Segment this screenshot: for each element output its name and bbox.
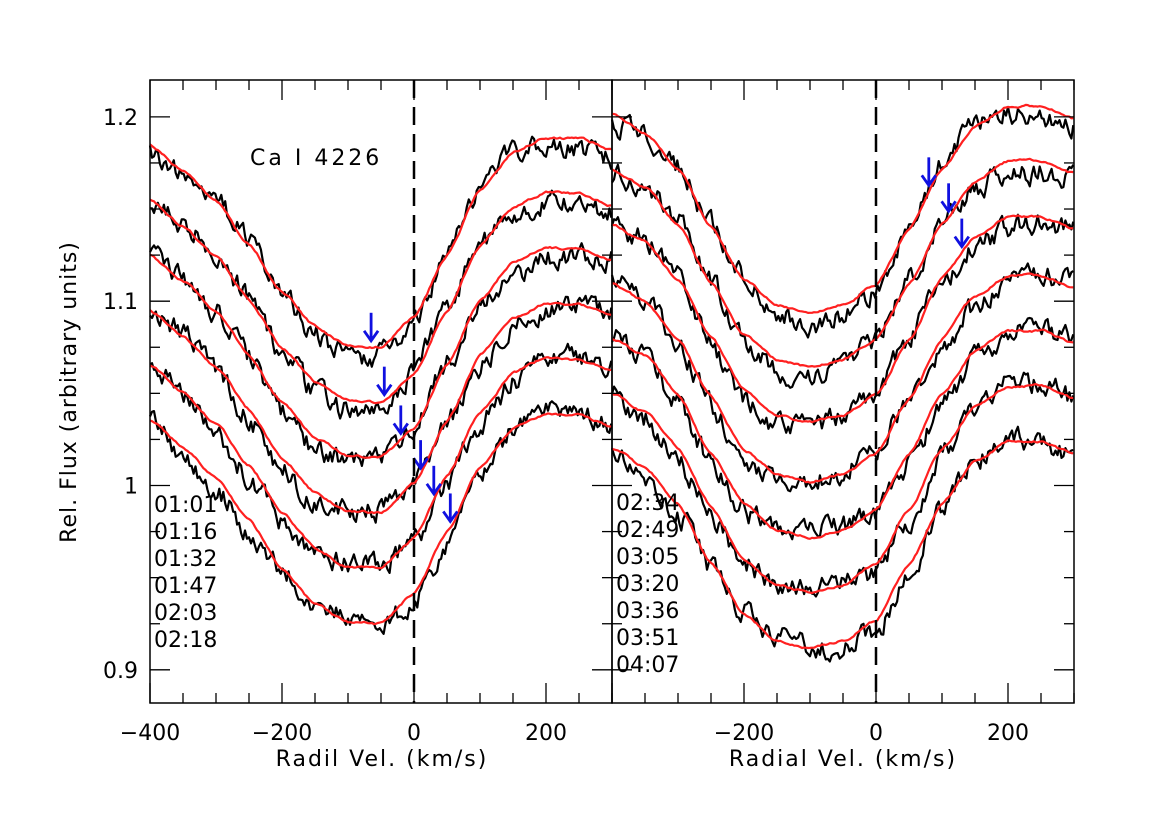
time-label: 03:51 [616, 626, 679, 651]
observed-spectrum-line [611, 316, 1075, 541]
time-label: 01:32 [154, 547, 217, 572]
feature-arrow [425, 465, 442, 497]
model-spectrum-line [611, 214, 1074, 424]
observed-spectrum-line [610, 262, 1074, 493]
feature-arrow [920, 157, 937, 188]
right-x-axis-label: Radial Vel. (km/s) [729, 747, 957, 772]
time-label: 04:07 [616, 653, 679, 678]
y-tick-label: 1.1 [103, 290, 138, 315]
right-panel: 02:34 02:49 03:05 03:20 03:36 03:51 04:0… [610, 79, 1075, 772]
observed-spectrum-line [149, 242, 613, 467]
time-label: 02:49 [616, 518, 679, 543]
observed-spectrum-line [148, 400, 613, 636]
left-arrow-layer [362, 312, 459, 524]
left-series-layer [148, 135, 613, 636]
right-panel-frame [611, 79, 1075, 704]
feature-arrow [392, 405, 409, 436]
x-tick-label: 0 [407, 721, 421, 746]
time-label: 01:47 [154, 574, 217, 599]
observed-spectrum-line [610, 371, 1075, 598]
model-spectrum-line [611, 383, 1074, 595]
x-tick-label: −200 [714, 721, 774, 746]
right-tick-labels: −200 0 200 [714, 721, 1029, 746]
y-tick-label: 1 [124, 475, 138, 500]
observed-spectrum-line [149, 189, 613, 420]
model-spectrum-line [611, 328, 1074, 540]
right-series-layer [610, 103, 1075, 663]
time-label: 02:34 [616, 491, 679, 516]
time-label: 02:18 [154, 628, 217, 653]
left-tick-labels: −400 −200 0 200 0.9 1 1.1 1.2 [103, 106, 567, 746]
observed-spectrum-line [610, 105, 1075, 339]
time-label: 03:36 [616, 599, 679, 624]
x-tick-label: −200 [252, 721, 312, 746]
right-arrow-layer [920, 157, 970, 250]
line-label: Ca I 4226 [250, 146, 382, 171]
time-label: 01:01 [154, 493, 217, 518]
time-label: 03:05 [616, 545, 679, 570]
model-spectrum-line [149, 190, 612, 405]
feature-arrow [362, 312, 380, 344]
left-x-axis-label: Radil Vel. (km/s) [276, 747, 489, 772]
x-tick-label: −400 [120, 721, 180, 746]
y-tick-label: 0.9 [103, 659, 138, 684]
time-label: 02:03 [154, 601, 217, 626]
time-label: 01:16 [154, 520, 217, 545]
left-time-labels: 01:01 01:16 01:32 01:47 02:03 02:18 [154, 493, 217, 653]
observed-spectrum-line [610, 213, 1075, 435]
feature-arrow [940, 183, 957, 214]
observed-spectrum-line [148, 135, 613, 368]
model-spectrum-line [149, 245, 612, 459]
x-tick-label: 200 [987, 721, 1029, 746]
model-spectrum-line [612, 272, 1074, 484]
right-time-labels: 02:34 02:49 03:05 03:20 03:36 03:51 04:0… [616, 491, 679, 678]
feature-arrow [412, 440, 429, 471]
model-spectrum-line [611, 157, 1074, 368]
x-tick-label: 200 [525, 721, 567, 746]
model-spectrum-line [612, 103, 1074, 314]
x-tick-label: 0 [869, 721, 883, 746]
model-spectrum-line [149, 356, 612, 570]
feature-arrow [953, 218, 970, 250]
feature-arrow [442, 493, 459, 524]
y-axis-label: Rel. Flux (arbitrary units) [57, 241, 82, 543]
left-panel: Ca I 4226 01:01 01:16 01:32 01:47 02:03 … [103, 79, 613, 772]
observed-spectrum-line [149, 294, 613, 524]
model-spectrum-line [149, 412, 612, 626]
time-label: 03:20 [616, 572, 679, 597]
model-spectrum-line [149, 301, 612, 515]
observed-spectrum-line [611, 163, 1075, 389]
model-spectrum-line [611, 439, 1074, 650]
feature-arrow [376, 366, 393, 398]
y-tick-label: 1.2 [103, 106, 138, 131]
model-spectrum-line [149, 136, 612, 350]
